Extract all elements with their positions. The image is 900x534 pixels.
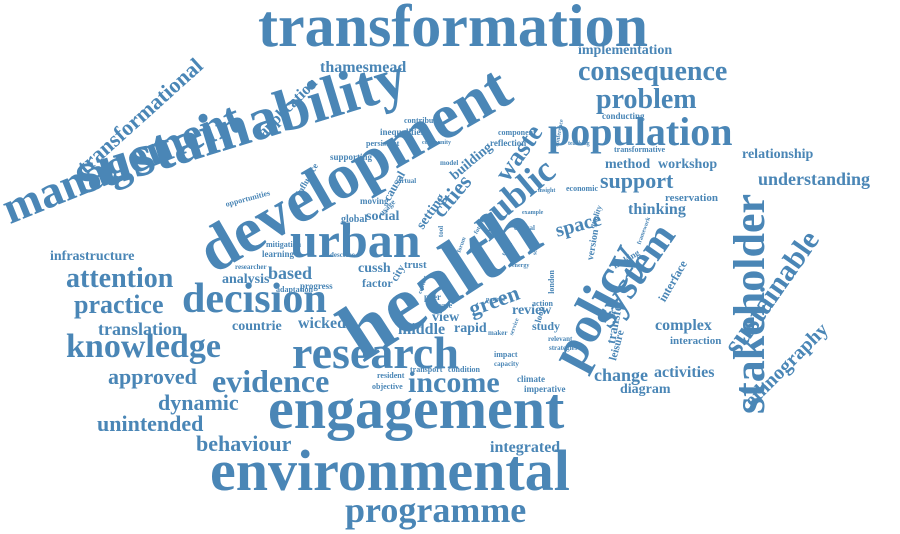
word-strategies: strategies <box>549 344 578 352</box>
word-economic: economic <box>566 184 598 193</box>
word-countrie: countrie <box>232 319 282 334</box>
word-translation: translation <box>98 319 183 339</box>
word-climate: climate <box>517 374 545 384</box>
word-thinking: thinking <box>628 201 686 218</box>
word-consequence: consequence <box>578 56 728 87</box>
word-condition: condition <box>448 365 481 374</box>
word-imperative: imperative <box>524 384 566 394</box>
word-trust: trust <box>404 259 427 271</box>
word-moving: moving <box>360 196 389 206</box>
word-infrastructure: infrastructure <box>50 249 135 264</box>
word-case: case <box>438 301 453 310</box>
word-understanding: understanding <box>758 169 871 189</box>
word-maker: maker <box>488 329 508 337</box>
word-insight: insight <box>538 188 556 194</box>
word-transport: transport <box>410 365 443 374</box>
word-teaching: teaching <box>568 141 590 147</box>
word-approved: approved <box>108 364 197 389</box>
word-model: model <box>440 159 459 167</box>
word-mitigation: mitigation <box>266 240 302 249</box>
word-review: review <box>512 303 552 318</box>
word-supporting: supporting <box>330 152 373 162</box>
word-example: example <box>522 210 544 216</box>
word-change: change <box>594 365 648 385</box>
word-interaction: interaction <box>670 335 722 347</box>
word-objective: objective <box>372 382 403 391</box>
word-relevant: relevant <box>548 335 573 343</box>
word-environmental: environmental <box>210 438 570 503</box>
word-inequalities: inequalities <box>380 127 425 137</box>
word-study: study <box>532 319 561 333</box>
word-programme: programme <box>345 490 527 530</box>
word-analysis: analysis <box>222 272 270 287</box>
word-decision: decision <box>182 276 327 322</box>
word-integrated: integrated <box>490 439 561 456</box>
word-population: population <box>548 109 733 154</box>
word-tool: tool <box>437 225 446 238</box>
word-view: view <box>432 310 460 325</box>
word-evidence: evidence <box>212 363 330 399</box>
word-activities: activities <box>654 364 715 381</box>
word-support: support <box>600 168 674 193</box>
word-workshop: workshop <box>658 157 718 172</box>
word-rapid: rapid <box>454 321 487 336</box>
word-thamesmead: thamesmead <box>320 59 407 76</box>
word-service: service <box>508 317 521 337</box>
word-reservation: reservation <box>665 192 718 204</box>
word-reflection: reflection <box>490 138 527 148</box>
word-adaptation: adaptation <box>276 285 313 294</box>
word-wicked: wicked <box>298 315 346 332</box>
word-transformative: transformative <box>614 145 666 154</box>
word-capacity: capacity <box>494 360 519 368</box>
word-peer: peer <box>424 292 441 302</box>
word-learning: learning <box>262 249 295 259</box>
word-london: london <box>546 270 556 294</box>
word-community: community <box>422 140 451 146</box>
word-income: income <box>408 366 500 399</box>
word-contribute: contribute <box>404 116 440 125</box>
word-knowledge: knowledge <box>66 328 221 365</box>
word-practice: practice <box>74 290 164 319</box>
word-factor: factor <box>362 276 393 290</box>
word-component: component <box>498 128 536 137</box>
word-relationship: relationship <box>742 147 814 162</box>
word-middle: middle <box>398 321 446 338</box>
word-based: based <box>268 263 313 283</box>
word-energy: energy <box>512 263 530 269</box>
word-resident: resident <box>377 371 405 380</box>
word-urban: urban <box>290 212 421 268</box>
word-conducting: conducting <box>602 111 645 121</box>
word-action: action <box>532 299 553 308</box>
word-complex: complex <box>655 317 712 334</box>
word-cussh: cussh <box>358 261 391 276</box>
word-engagement: engagement <box>268 376 565 441</box>
word-critical: critical <box>514 224 535 232</box>
word-virtual: virtual <box>396 177 417 185</box>
word-research: research <box>292 327 459 378</box>
word-progress: progress <box>300 281 333 291</box>
word-method: method <box>605 157 651 172</box>
word-partner: partner <box>486 297 506 303</box>
word-social: social <box>366 209 400 224</box>
word-attention: attention <box>66 263 174 294</box>
word-unintended: unintended <box>97 411 204 436</box>
word-describe: describe <box>330 251 355 259</box>
word-researcher: researcher <box>235 263 267 271</box>
word-impact: impact <box>494 350 518 359</box>
word-problem: problem <box>596 84 697 115</box>
word-dynamic: dynamic <box>158 390 239 415</box>
word-behaviour: behaviour <box>196 431 292 456</box>
word-global: global <box>341 214 368 225</box>
word-transformation: transformation <box>258 0 648 59</box>
word-persistent: persistent <box>366 139 400 148</box>
word-diagram: diagram <box>620 382 671 397</box>
word-implementation: implementation <box>578 43 673 58</box>
